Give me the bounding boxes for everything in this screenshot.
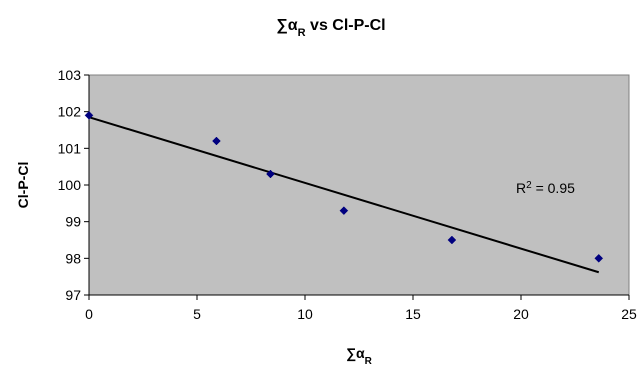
y-axis-title: Cl-P-Cl [15, 162, 31, 209]
data-point [594, 253, 604, 263]
trendline-group [88, 116, 600, 274]
x-tick-label: 20 [513, 306, 529, 322]
y-tick-label: 98 [65, 250, 81, 266]
trendline [88, 116, 600, 274]
data-series [84, 110, 604, 263]
plot-area [88, 74, 630, 296]
x-tick-label: 0 [85, 306, 93, 322]
x-tick-label: 25 [621, 306, 637, 322]
data-point [84, 110, 94, 120]
y-axis: 97 98 99 100 101 102 103 [58, 67, 90, 303]
x-tick-label: 10 [297, 306, 313, 322]
x-axis: 0 5 10 15 20 25 [85, 294, 637, 322]
x-tick-label: 15 [405, 306, 421, 322]
y-tick-label: 101 [58, 140, 82, 156]
y-tick-label: 100 [58, 177, 82, 193]
data-point [212, 136, 221, 146]
data-point [339, 206, 349, 216]
data-point [266, 169, 275, 179]
y-tick-label: 102 [58, 104, 82, 120]
x-tick-label: 5 [193, 306, 201, 322]
chart-title: ∑αR vs Cl-P-Cl [276, 17, 385, 39]
y-tick-label: 97 [65, 287, 81, 303]
y-tick-label: 103 [58, 67, 82, 83]
r-squared-annotation: R2 = 0.95 [516, 180, 575, 197]
x-axis-title: ∑αR [346, 345, 373, 367]
y-tick-label: 99 [65, 214, 81, 230]
data-point [447, 235, 457, 245]
